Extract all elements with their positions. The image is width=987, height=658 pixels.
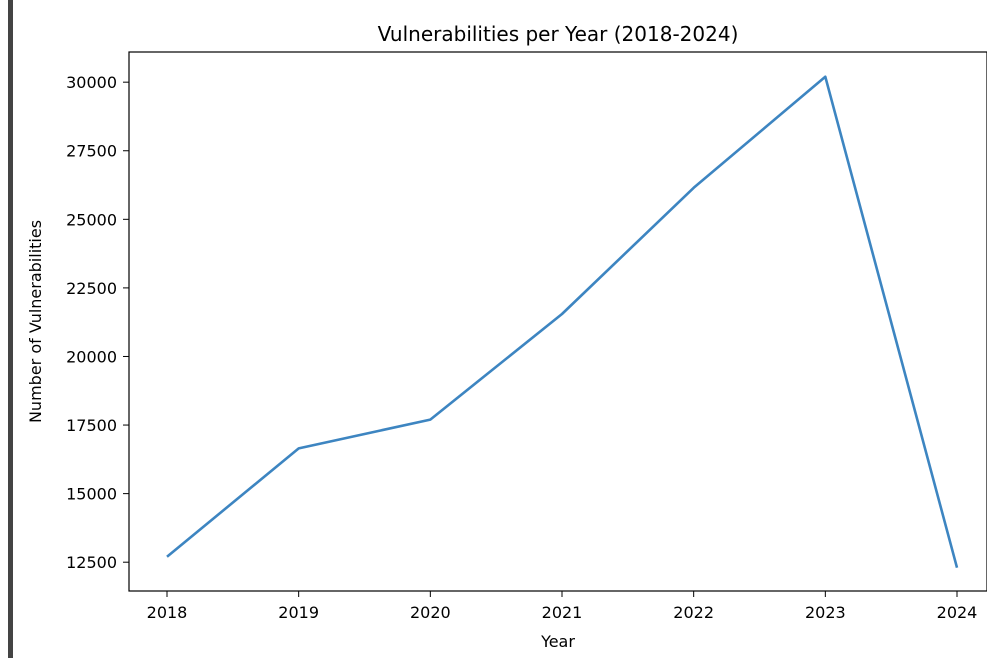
y-axis-title: Number of Vulnerabilities: [26, 220, 45, 423]
x-tick-label: 2022: [673, 603, 714, 622]
x-tick-label: 2019: [278, 603, 319, 622]
x-tick-label: 2021: [542, 603, 583, 622]
y-tick-label: 12500: [66, 553, 117, 572]
y-tick-label: 15000: [66, 485, 117, 504]
plot-frame: [128, 51, 987, 592]
y-tick-label: 20000: [66, 347, 117, 366]
x-axis-title: Year: [540, 632, 575, 651]
chart-title: Vulnerabilities per Year (2018-2024): [378, 22, 739, 46]
series-layer: [166, 75, 959, 569]
ticks-layer: 2018 2019 2020 2021 2022 2023 2024 12500 15000 17…: [66, 73, 977, 622]
y-tick-label: 22500: [66, 279, 117, 298]
x-tick-label: 2023: [805, 603, 846, 622]
y-tick-label: 30000: [66, 73, 117, 92]
series-line: [166, 75, 959, 569]
x-tick-label: 2020: [410, 603, 451, 622]
x-tick-label: 2024: [937, 603, 978, 622]
x-tick-label: 2018: [147, 603, 188, 622]
y-tick-label: 27500: [66, 142, 117, 161]
y-tick-label: 25000: [66, 210, 117, 229]
window-edge-bar: [8, 0, 13, 658]
y-tick-label: 17500: [66, 416, 117, 435]
